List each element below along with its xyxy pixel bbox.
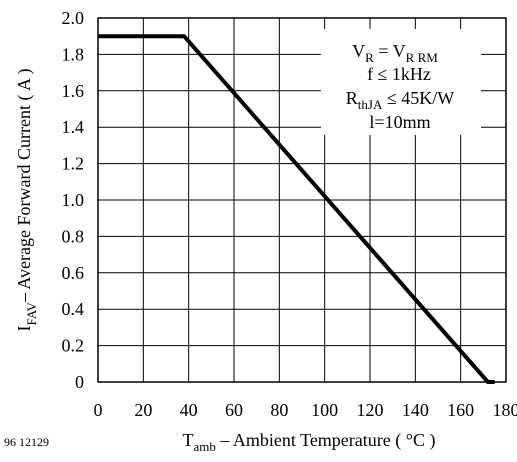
y-tick-label: 0.8: [62, 226, 85, 246]
x-tick-label: 180: [493, 400, 517, 420]
annotation-line-4: l=10mm: [369, 112, 430, 132]
y-axis-label: IFAV– Average Forward Current ( A ): [14, 69, 39, 332]
x-tick-label: 160: [447, 400, 474, 420]
y-tick-label: 1.4: [62, 117, 85, 137]
x-tick-label: 40: [180, 400, 198, 420]
y-tick-label: 0.6: [62, 263, 85, 283]
y-tick-label: 1.0: [62, 190, 85, 210]
annotation-line-2: f ≤ 1kHz: [367, 64, 431, 84]
x-tick-labels: 0 20 40 60 80 100 120 140 160 180: [94, 400, 517, 420]
y-tick-label: 1.6: [62, 81, 85, 101]
x-tick-label: 140: [402, 400, 429, 420]
x-tick-label: 80: [270, 400, 288, 420]
x-tick-label: 100: [311, 400, 338, 420]
x-tick-label: 120: [357, 400, 384, 420]
y-tick-label: 2.0: [62, 8, 85, 28]
y-tick-label: 0.4: [62, 299, 85, 319]
x-tick-label: 60: [225, 400, 243, 420]
x-tick-label: 0: [94, 400, 103, 420]
x-tick-label: 20: [134, 400, 152, 420]
y-tick-label: 0: [75, 372, 84, 392]
y-tick-labels: 0 0.2 0.4 0.6 0.8 1.0 1.2 1.4 1.6 1.8 2.0: [62, 8, 85, 392]
y-tick-label: 1.8: [62, 44, 85, 64]
x-axis-label: Tamb – Ambient Temperature ( °C ): [183, 430, 436, 454]
y-tick-label: 1.2: [62, 154, 85, 174]
figure-code: 96 12129: [4, 435, 49, 449]
y-tick-label: 0.2: [62, 336, 85, 356]
